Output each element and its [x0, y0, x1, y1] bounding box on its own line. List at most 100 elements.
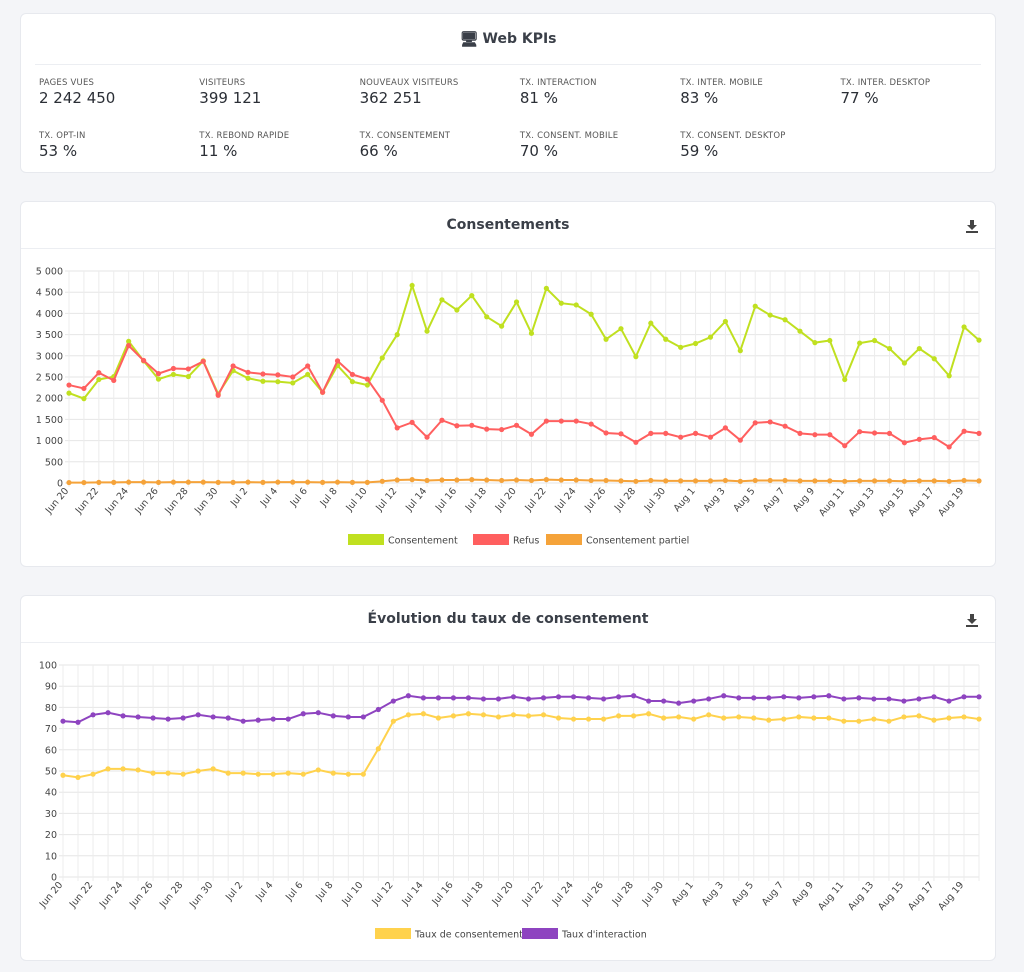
- data-point: [510, 712, 517, 718]
- data-point: [170, 371, 177, 378]
- data-point: [976, 716, 982, 722]
- data-point: [465, 711, 472, 717]
- data-point: [480, 712, 487, 718]
- x-tick-label: Jul 10: [344, 486, 370, 514]
- data-point: [916, 436, 922, 442]
- data-point: [439, 477, 445, 483]
- data-point: [901, 698, 907, 704]
- data-point: [826, 693, 832, 699]
- data-point: [931, 435, 937, 441]
- data-point: [210, 766, 216, 772]
- data-point: [230, 479, 236, 485]
- download-icon[interactable]: [965, 612, 979, 628]
- data-point: [420, 695, 426, 701]
- data-point: [454, 477, 460, 483]
- data-point: [558, 477, 564, 483]
- data-point: [66, 479, 72, 486]
- data-point: [454, 423, 460, 429]
- data-point: [180, 771, 186, 777]
- data-point: [155, 479, 162, 485]
- data-point: [528, 330, 535, 336]
- data-point: [270, 716, 276, 722]
- kpi-label: TX. INTER. MOBILE: [680, 78, 763, 88]
- x-tick-label: Jul 22: [520, 880, 546, 908]
- data-point: [707, 334, 714, 340]
- data-point: [691, 698, 697, 704]
- kpi-label: TX. REBOND RAPIDE: [199, 131, 290, 141]
- x-tick-label: Aug 7: [760, 880, 786, 908]
- data-point: [439, 297, 445, 303]
- kpi-item: TX. INTER. MOBILE 83 %: [680, 78, 835, 107]
- data-point: [558, 300, 564, 306]
- taux-chart: 0 10 20 30 40 50 60 70 80 90 100 Jun 20 Jun 22 Jun 24…: [37, 661, 982, 941]
- data-point: [75, 719, 81, 725]
- data-point: [390, 698, 396, 704]
- data-point: [215, 392, 221, 398]
- kpi-value: 66 %: [359, 142, 398, 160]
- data-point: [379, 478, 385, 484]
- x-tick-label: Aug 3: [700, 880, 726, 908]
- data-point: [240, 770, 246, 776]
- data-point: [409, 282, 415, 289]
- x-tick-label: Jul 14: [403, 486, 429, 514]
- x-tick-label: Jul 6: [283, 880, 305, 904]
- data-point: [150, 770, 156, 776]
- data-point: [240, 718, 246, 724]
- data-point: [170, 365, 177, 372]
- x-tick-label: Jul 24: [550, 880, 576, 908]
- data-point: [901, 478, 908, 484]
- x-tick-label: Jul 8: [318, 486, 340, 510]
- data-point: [435, 695, 442, 701]
- data-point: [618, 431, 624, 437]
- data-point: [364, 376, 370, 382]
- data-point: [706, 696, 712, 702]
- kpi-item: VISITEURS 399 121: [199, 78, 354, 107]
- data-point: [676, 714, 682, 720]
- kpi-label: TX. CONSENT. MOBILE: [519, 131, 619, 141]
- data-point: [540, 712, 547, 718]
- x-tick-label: Jul 22: [523, 486, 549, 514]
- data-point: [334, 479, 341, 485]
- kpi-value: 53 %: [39, 142, 78, 160]
- data-point: [528, 477, 535, 484]
- data-point: [842, 478, 848, 484]
- data-point: [796, 714, 802, 720]
- data-point: [946, 373, 952, 379]
- data-point: [633, 354, 639, 360]
- x-tick-label: Jul 18: [463, 486, 489, 514]
- download-icon[interactable]: [965, 218, 979, 234]
- data-point: [96, 376, 102, 383]
- x-tick-label: Jul 20: [490, 880, 516, 908]
- data-point: [275, 379, 281, 385]
- taux-consentement-card: Évolution du taux de consentement 0 10 20 3…: [20, 595, 996, 961]
- data-point: [573, 418, 579, 424]
- data-point: [678, 478, 684, 484]
- data-point: [484, 426, 490, 432]
- data-point: [300, 711, 306, 717]
- data-point: [225, 715, 231, 721]
- x-tick-label: Aug 19: [936, 880, 966, 913]
- data-point: [886, 478, 893, 484]
- data-point: [345, 771, 351, 777]
- data-point: [722, 477, 728, 484]
- data-point: [961, 324, 967, 330]
- x-tick-label: Jul 30: [642, 486, 668, 514]
- x-tick-label: Aug 17: [906, 486, 936, 519]
- data-point: [585, 716, 592, 722]
- consentements-chart: 0 500 1 000 1 500 2 000 2 500 3 000 3 500 4 000 4…: [36, 267, 982, 547]
- x-tick-label: Jun 28: [157, 880, 185, 911]
- data-point: [375, 746, 381, 752]
- legend-label: Refus: [513, 536, 539, 547]
- data-point: [961, 477, 967, 484]
- data-point: [857, 478, 863, 484]
- data-point: [200, 479, 206, 485]
- data-point: [976, 430, 982, 436]
- data-point: [245, 375, 251, 381]
- data-point: [409, 419, 415, 425]
- data-point: [871, 696, 877, 702]
- data-point: [633, 478, 639, 484]
- data-point: [60, 718, 66, 724]
- data-point: [105, 710, 111, 716]
- data-point: [558, 418, 564, 424]
- data-point: [390, 718, 396, 724]
